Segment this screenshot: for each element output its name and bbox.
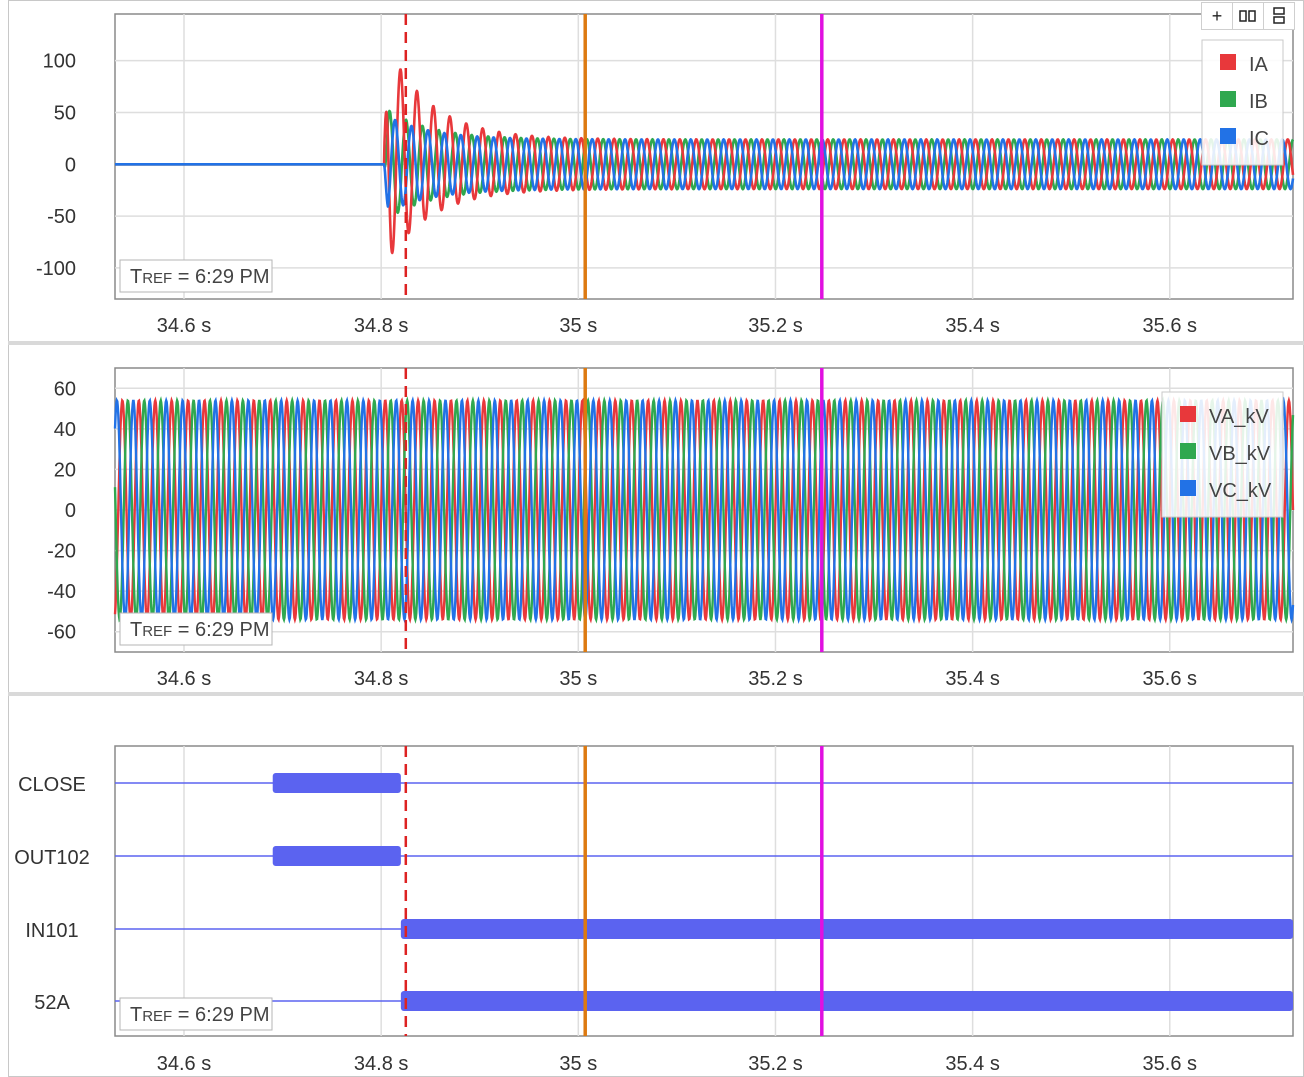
x-tick-label: 35.4 s [945,315,999,337]
chart-toolbar: + [1201,2,1295,30]
x-tick-label: 34.8 s [354,315,408,337]
split-rows-icon[interactable] [1264,3,1294,29]
y-tick-label: -60 [47,622,76,644]
y-tick-label: -50 [47,206,76,228]
pane-divider[interactable] [8,341,1304,345]
channel-label: CLOSE [18,774,86,796]
voltage-traces [113,396,1295,624]
x-tick-label: 34.6 s [157,1053,211,1075]
series-IC [114,118,1295,208]
legend: VA_kV VB_kV VC_kV [1161,391,1284,518]
channel-label: OUT102 [14,847,90,869]
legend-label: VA_kV [1209,406,1269,428]
legend-swatch [1220,128,1236,144]
legend-swatch [1220,54,1236,70]
channel-asserted-bar [272,846,401,866]
legend-swatch [1180,443,1196,459]
x-tick-label: 35.2 s [748,1053,802,1075]
x-tick-label: 35 s [559,1053,597,1075]
legend: IA IB IC [1201,39,1284,166]
current-traces [114,68,1295,255]
y-tick-label: 0 [65,154,76,176]
split-columns-icon[interactable] [1233,3,1264,29]
y-tick-label: 0 [65,500,76,522]
y-tick-label: 20 [54,459,76,481]
x-tick-label: 35.4 s [945,668,999,690]
x-tick-label: 35.6 s [1143,1053,1197,1075]
x-tick-label: 34.8 s [354,1053,408,1075]
plot-area [114,13,1294,300]
legend-label: VC_kV [1209,480,1272,502]
tref-text: TREF = 6:29 PM [130,1004,270,1026]
x-tick-label: 35.6 s [1143,668,1197,690]
digital-traces: CLOSE OUT102 IN101 52A [14,773,1293,1014]
x-tick-label: 35.2 s [748,668,802,690]
tref-label: TREF = 6:29 PM [119,612,273,646]
channel-asserted-bar [400,919,1293,939]
tref-label: TREF = 6:29 PM [119,997,273,1031]
y-tick-label: -20 [47,541,76,563]
channel-asserted-bar [272,773,401,793]
x-tick-label: 34.6 s [157,668,211,690]
channel-label: IN101 [25,920,78,942]
plot-frame-0: 34.6 s 34.8 s 35 s 35.2 s 35.4 s 35.6 s 100 50 0… [36,13,1294,337]
tref-text: TREF = 6:29 PM [130,619,270,641]
y-tick-label: 60 [54,378,76,400]
x-tick-label: 35.2 s [748,315,802,337]
y-tick-label: -100 [36,258,76,280]
plus-icon[interactable]: + [1202,3,1233,29]
x-tick-label: 35 s [559,315,597,337]
x-tick-label: 35.4 s [945,1053,999,1075]
y-tick-label: 50 [54,102,76,124]
tref-text: TREF = 6:29 PM [130,266,270,288]
tref-label: TREF = 6:29 PM [119,259,273,293]
channel-asserted-bar [400,991,1293,1011]
x-tick-label: 34.8 s [354,668,408,690]
series-VC_kV [113,396,1295,624]
legend-box [1201,39,1284,166]
x-tick-label: 34.6 s [157,315,211,337]
tref-box [119,612,273,646]
x-tick-label: 35 s [559,668,597,690]
tref-box [119,997,273,1031]
plot-area [114,745,1294,1037]
channel-label: 52A [34,992,70,1014]
legend-swatch [1220,91,1236,107]
legend-label: IC [1249,128,1269,150]
legend-label: IB [1249,91,1268,113]
legend-label: VB_kV [1209,443,1271,465]
y-tick-label: 40 [54,419,76,441]
y-tick-label: -40 [47,581,76,603]
y-tick-label: 100 [43,51,76,73]
pane-divider[interactable] [8,692,1304,696]
plot-frame-2: 34.6 s 34.8 s 35 s 35.2 s 35.4 s 35.6 s [114,745,1294,1075]
legend-swatch [1180,406,1196,422]
legend-swatch [1180,480,1196,496]
legend-label: IA [1249,54,1269,76]
x-tick-label: 35.6 s [1143,315,1197,337]
tref-box [119,259,273,293]
